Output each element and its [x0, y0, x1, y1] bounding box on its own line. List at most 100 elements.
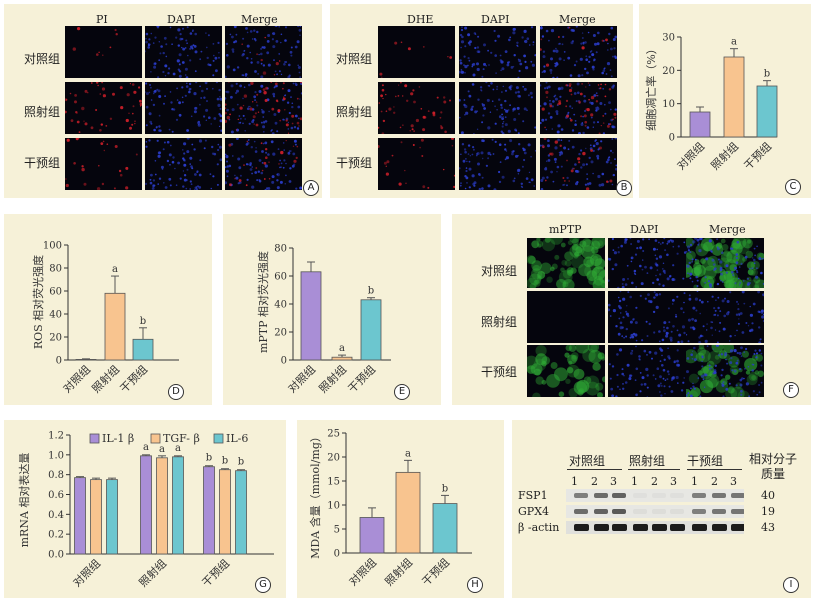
nucleus-dot — [501, 175, 505, 179]
nucleus-dot — [696, 285, 699, 287]
micrograph-dapi-irradiation — [458, 80, 537, 135]
nucleus-dot — [707, 300, 709, 303]
nucleus-dot — [743, 280, 745, 282]
red-signal — [544, 126, 546, 129]
nucleus-dot — [692, 327, 696, 331]
nucleus-dot — [596, 107, 600, 111]
nucleus-dot — [219, 107, 222, 110]
nucleus-dot — [275, 40, 279, 43]
nucleus-dot — [472, 148, 475, 151]
green-signal — [746, 276, 752, 282]
nucleus-dot — [760, 381, 763, 384]
green-signal — [693, 266, 703, 276]
nucleus-dot — [625, 310, 628, 313]
nucleus-dot — [509, 104, 511, 107]
nucleus-dot — [182, 27, 184, 30]
blot-band-actin — [574, 524, 589, 531]
nucleus-dot — [592, 68, 595, 71]
nucleus-dot — [217, 148, 220, 152]
green-signal — [700, 258, 706, 264]
nucleus-dot — [539, 84, 542, 87]
nucleus-dot — [296, 40, 300, 44]
nucleus-dot — [464, 71, 466, 74]
nucleus-dot — [688, 297, 692, 301]
nucleus-dot — [686, 357, 690, 360]
nucleus-dot — [526, 109, 528, 111]
red-signal — [398, 182, 402, 186]
nucleus-dot — [164, 64, 168, 68]
nucleus-dot — [609, 69, 612, 71]
nucleus-dot — [630, 352, 633, 355]
western-blot — [566, 489, 744, 534]
nucleus-dot — [256, 104, 259, 107]
nucleus-dot — [154, 62, 157, 65]
nucleus-dot — [635, 339, 638, 342]
nucleus-dot — [242, 37, 245, 40]
nucleus-dot — [287, 128, 290, 130]
nucleus-dot — [610, 75, 613, 78]
nucleus-dot — [481, 103, 484, 105]
nucleus-dot — [474, 33, 477, 35]
nucleus-dot — [189, 32, 193, 35]
bar — [360, 299, 382, 361]
nucleus-dot — [714, 309, 717, 312]
red-signal — [268, 177, 271, 180]
red-signal — [255, 167, 258, 169]
red-signal — [449, 99, 451, 102]
nucleus-dot — [178, 101, 181, 105]
nucleus-dot — [617, 246, 620, 249]
nucleus-dot — [663, 326, 665, 329]
nucleus-dot — [666, 326, 669, 330]
green-signal — [565, 378, 571, 384]
red-signal — [73, 162, 76, 165]
nucleus-dot — [246, 107, 250, 111]
red-signal — [391, 154, 394, 157]
nucleus-dot — [470, 108, 474, 111]
nucleus-dot — [203, 147, 206, 150]
nucleus-dot — [169, 26, 172, 29]
nucleus-dot — [158, 95, 162, 98]
nucleus-dot — [658, 330, 661, 333]
nucleus-dot — [284, 182, 287, 185]
nucleus-dot — [182, 170, 185, 172]
nucleus-dot — [549, 116, 553, 119]
nucleus-dot — [260, 62, 263, 65]
nucleus-dot — [571, 107, 573, 109]
red-signal — [277, 109, 281, 113]
red-signal — [260, 58, 263, 62]
nucleus-dot — [145, 32, 149, 36]
nucleus-dot — [260, 171, 264, 175]
nucleus-dot — [465, 169, 468, 173]
nucleus-dot — [539, 121, 542, 125]
blot-band-gpx4 — [612, 509, 626, 514]
nucleus-dot — [714, 313, 717, 316]
green-signal — [753, 276, 761, 284]
nucleus-dot — [683, 377, 685, 379]
nucleus-dot — [501, 67, 505, 71]
nucleus-dot — [274, 70, 277, 73]
nucleus-dot — [609, 108, 612, 111]
nucleus-dot — [197, 185, 199, 188]
nucleus-dot — [210, 123, 212, 125]
nucleus-dot — [460, 40, 465, 44]
lane-label: 2 — [591, 475, 598, 488]
nucleus-dot — [725, 271, 728, 274]
nucleus-dot — [181, 96, 184, 99]
micrograph-dapi-control — [143, 24, 222, 79]
nucleus-dot — [689, 251, 692, 254]
nucleus-dot — [249, 51, 251, 54]
nucleus-dot — [522, 120, 525, 123]
nucleus-dot — [721, 251, 724, 254]
red-signal — [235, 129, 238, 131]
red-signal — [138, 86, 141, 89]
red-signal — [265, 148, 268, 151]
red-signal — [126, 93, 130, 97]
x-tick-label: 照射组 — [136, 556, 169, 589]
nucleus-dot — [719, 268, 723, 272]
red-signal — [291, 122, 294, 125]
micrograph-merge-control — [224, 25, 302, 79]
nucleus-dot — [725, 264, 729, 268]
nucleus-dot — [699, 334, 703, 338]
red-signal — [613, 112, 617, 116]
nucleus-dot — [625, 335, 628, 338]
